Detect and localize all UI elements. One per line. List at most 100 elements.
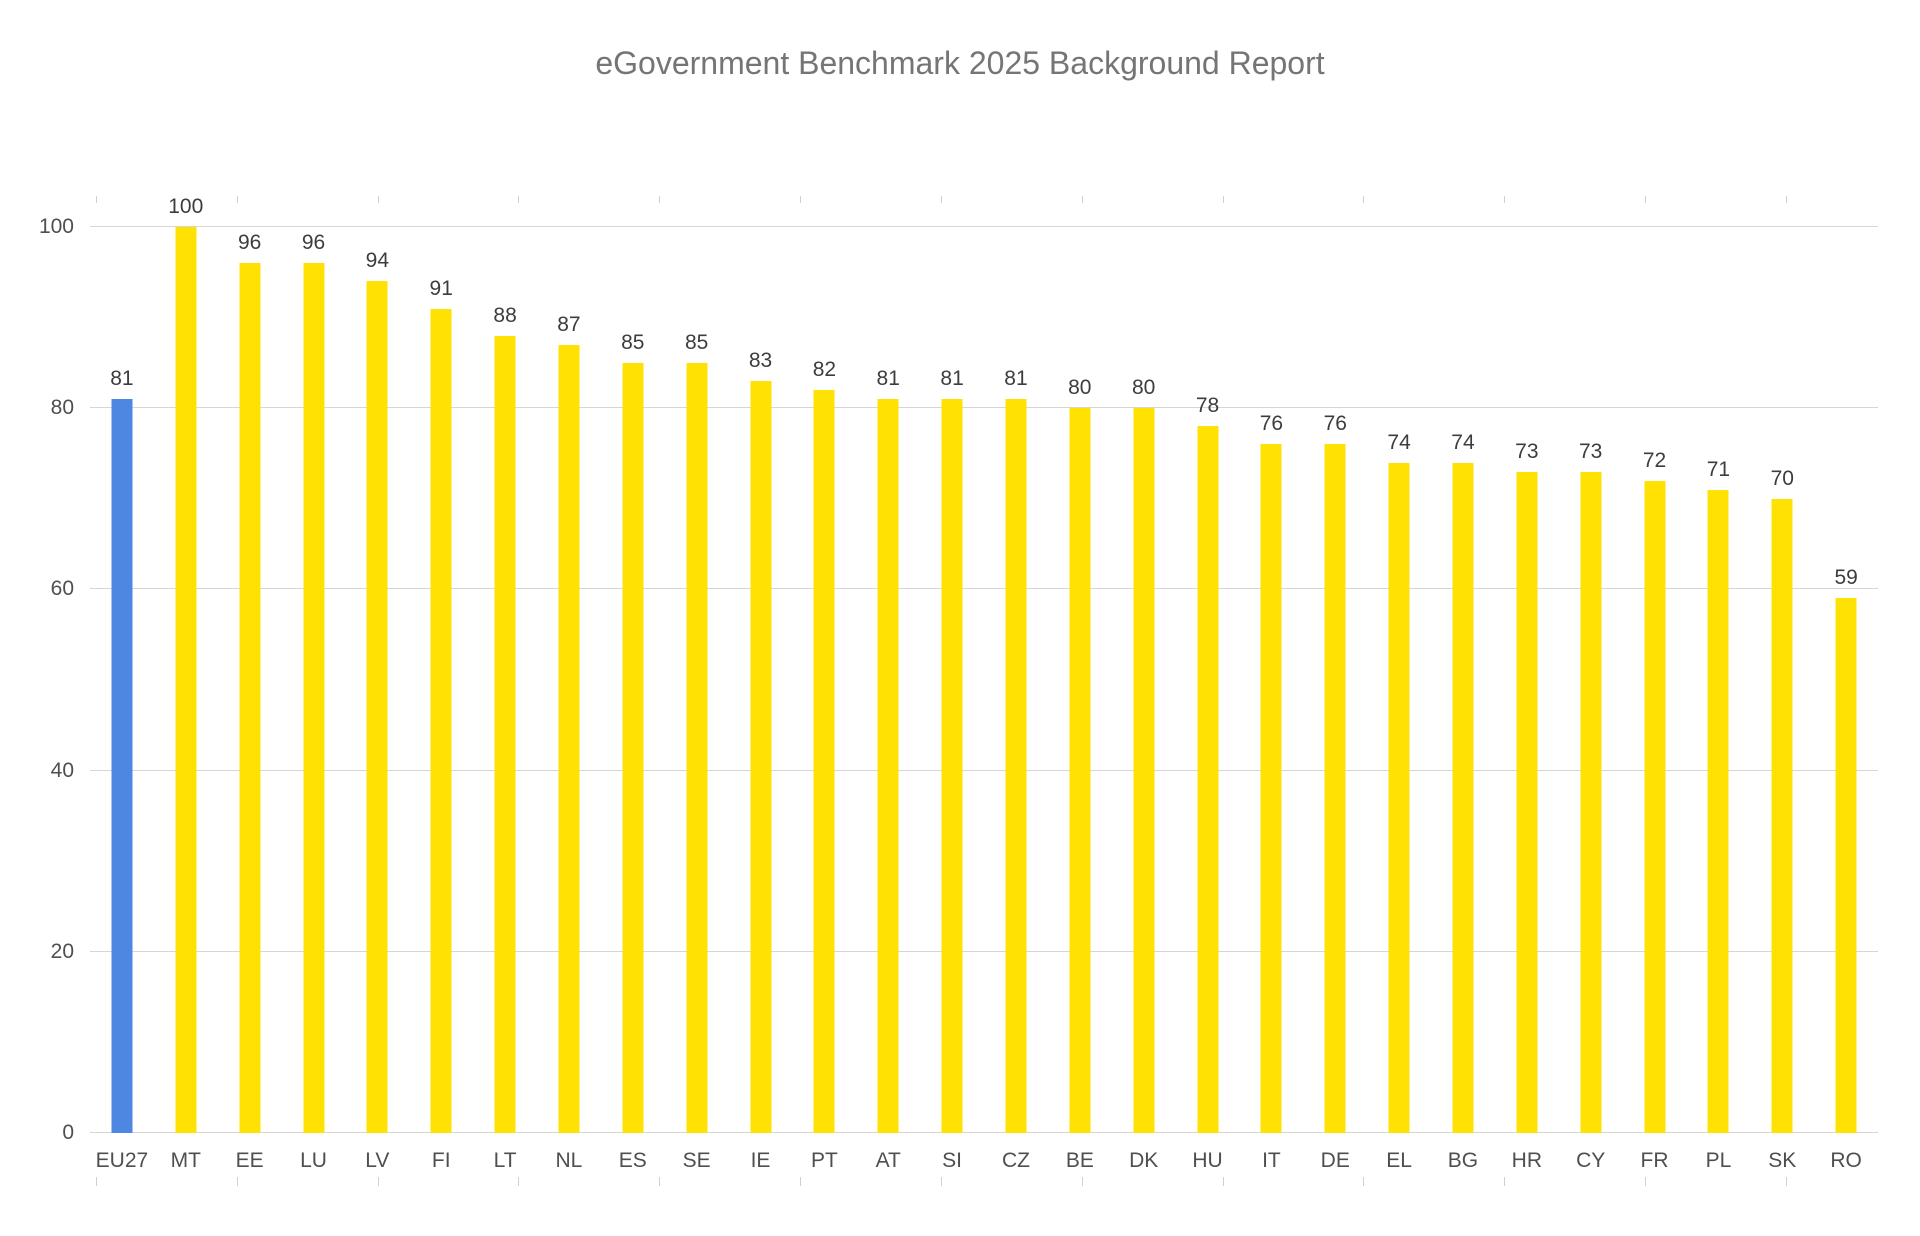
- bar-slot-lt: 88: [473, 207, 537, 1133]
- bottom-axis-tick: [518, 1177, 520, 1186]
- top-axis-tick: [940, 196, 942, 203]
- bar-slot-es: 85: [601, 207, 665, 1133]
- bar-pt: [813, 390, 835, 1133]
- bar-value-label: 70: [1770, 466, 1794, 490]
- x-axis-label-cy: CY: [1576, 1149, 1606, 1172]
- bar-si: [941, 399, 963, 1133]
- x-axis-label-se: SE: [682, 1149, 711, 1172]
- bar-slot-cz: 81: [984, 207, 1048, 1133]
- top-axis-tick: [659, 196, 661, 203]
- bar-value-label: 85: [621, 330, 645, 354]
- bar-cy: [1580, 471, 1602, 1133]
- bar-hu: [1197, 426, 1219, 1133]
- bar-value-label: 74: [1451, 430, 1475, 454]
- x-axis-label-cz: CZ: [1001, 1149, 1030, 1172]
- bar-slot-si: 81: [920, 207, 984, 1133]
- gridline: [90, 588, 1878, 590]
- x-axis-label-pl: PL: [1705, 1149, 1732, 1172]
- bar-value-label: 78: [1195, 394, 1220, 418]
- x-axis-label-be: BE: [1065, 1149, 1094, 1172]
- bar-slot-at: 81: [856, 207, 920, 1133]
- bottom-axis-tick: [1645, 1177, 1647, 1186]
- bar-value-label: 71: [1706, 457, 1731, 481]
- bar-slot-lu: 96: [282, 207, 346, 1133]
- bottom-axis-tick: [236, 1177, 238, 1186]
- top-axis-tick: [1785, 196, 1787, 203]
- bottom-axis-tick: [1504, 1177, 1506, 1186]
- bar-slot-hu: 78: [1176, 207, 1240, 1133]
- y-axis-label: 0: [62, 1121, 74, 1144]
- bar-el: [1388, 462, 1410, 1133]
- bar-slot-fi: 91: [409, 207, 473, 1133]
- bar-eu27: [111, 399, 133, 1133]
- bar-slot-sk: 70: [1750, 207, 1814, 1133]
- bar-fr: [1644, 480, 1666, 1133]
- bar-slot-bg: 74: [1431, 207, 1495, 1133]
- bar-value-label: 73: [1515, 439, 1539, 463]
- top-axis-tick: [1222, 196, 1224, 203]
- x-axis-label-eu27: EU27: [95, 1149, 149, 1172]
- bar-lv: [366, 281, 388, 1133]
- bar-value-label: 80: [1131, 376, 1156, 400]
- y-axis-label: 100: [38, 215, 74, 238]
- bar-value-label: 83: [748, 349, 773, 373]
- x-axis-label-si: SI: [942, 1149, 963, 1172]
- top-axis-tick: [377, 196, 379, 203]
- bar-fi: [430, 308, 452, 1133]
- bottom-axis-tick: [1785, 1177, 1787, 1186]
- x-axis-label-it: IT: [1262, 1149, 1281, 1172]
- bar-slot-de: 76: [1303, 207, 1367, 1133]
- x-axis-label-es: ES: [618, 1149, 647, 1172]
- bar-slot-cy: 73: [1559, 207, 1623, 1133]
- y-axis-label: 80: [50, 396, 74, 420]
- x-axis-label-at: AT: [875, 1149, 901, 1172]
- bar-slot-eu27: 81: [90, 207, 154, 1133]
- bar-it: [1260, 444, 1282, 1133]
- bar-ro: [1835, 598, 1857, 1133]
- x-axis-label-ie: IE: [750, 1149, 771, 1172]
- bar-value-label: 81: [110, 367, 134, 391]
- bar-se: [686, 362, 708, 1133]
- chart-title: eGovernment Benchmark 2025 Background Re…: [595, 45, 1325, 81]
- bar-value-label: 76: [1259, 412, 1284, 436]
- x-axis-label-nl: NL: [555, 1149, 583, 1172]
- bar-series: 81 100 96 96 94 91 88 87 85 85 83 82 81 81 81 80 80 78 76 7…: [90, 195, 1878, 1133]
- gridline: [90, 407, 1878, 409]
- bar-lt: [494, 335, 516, 1133]
- top-axis-tick: [800, 196, 802, 203]
- top-axis-tick: [1363, 196, 1365, 203]
- bar-slot-mt: 100: [154, 195, 218, 1133]
- bottom-axis-tick: [659, 1177, 661, 1186]
- bar-es: [622, 362, 644, 1133]
- gridline: [90, 226, 1878, 227]
- x-axis-label-ee: EE: [235, 1149, 264, 1172]
- x-axis-label-pt: PT: [810, 1149, 838, 1172]
- x-axis-label-de: DE: [1320, 1149, 1350, 1172]
- bar-be: [1069, 408, 1091, 1133]
- bottom-axis-tick: [377, 1177, 379, 1186]
- bar-cz: [1005, 399, 1027, 1133]
- x-axis-label-sk: SK: [1768, 1149, 1797, 1172]
- bar-slot-lv: 94: [345, 207, 409, 1133]
- bottom-axis-tick: [800, 1177, 802, 1186]
- gridline: [90, 950, 1878, 952]
- bar-value-label: 82: [812, 358, 837, 382]
- bar-value-label: 81: [1004, 367, 1028, 391]
- bar-slot-ie: 83: [729, 207, 793, 1133]
- gridline: [90, 1132, 1878, 1133]
- gridline: [90, 769, 1878, 771]
- bar-slot-it: 76: [1239, 207, 1303, 1133]
- bar-value-label: 76: [1323, 412, 1347, 436]
- bar-value-label: 96: [301, 231, 326, 255]
- top-axis-tick: [236, 196, 238, 203]
- x-axis: EU27 MT EE LU LV FI LT NL ES SE IE PT AT SI CZ BE DK HU IT…: [90, 1149, 1878, 1173]
- bottom-axis-tick: [96, 1177, 97, 1186]
- bottom-axis-tick: [1363, 1177, 1365, 1186]
- bar-slot-fr: 72: [1623, 207, 1687, 1133]
- bar-value-label: 94: [365, 249, 390, 273]
- x-axis-label-lu: LU: [300, 1149, 327, 1172]
- top-axis-tick: [1081, 196, 1083, 203]
- x-axis-label-fr: FR: [1640, 1149, 1669, 1172]
- x-axis-label-lv: LV: [365, 1149, 390, 1172]
- bar-value-label: 72: [1642, 448, 1667, 472]
